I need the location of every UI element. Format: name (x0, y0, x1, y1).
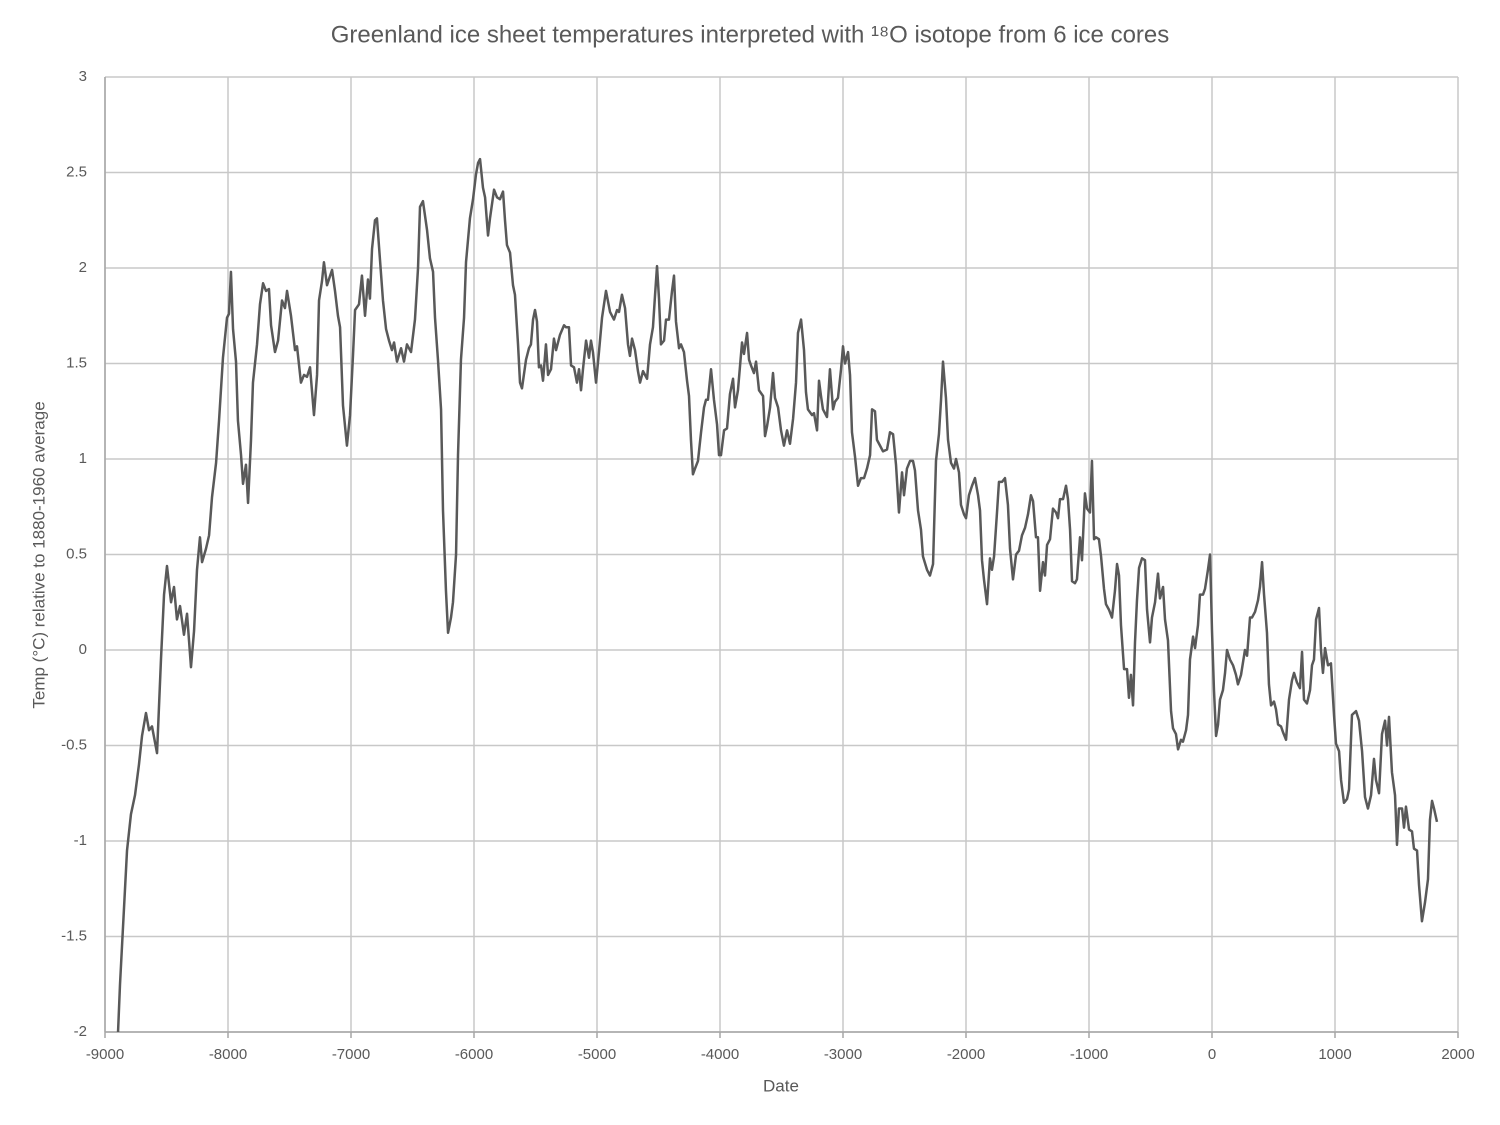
y-tick-label: -2 (74, 1023, 87, 1040)
y-tick-label: 0.5 (66, 545, 87, 562)
y-tick-label: 3 (79, 68, 87, 85)
x-tick-label: -1000 (1070, 1046, 1108, 1063)
x-tick-label: 0 (1208, 1046, 1216, 1063)
y-tick-label: 1.5 (66, 354, 87, 371)
y-tick-label: 2.5 (66, 163, 87, 180)
y-tick-label: 0 (79, 641, 87, 658)
y-tick-label: 1 (79, 450, 87, 467)
x-tick-label: -5000 (578, 1046, 616, 1063)
x-tick-label: -9000 (86, 1046, 124, 1063)
x-tick-label: -7000 (332, 1046, 370, 1063)
x-tick-label: -8000 (209, 1046, 247, 1063)
y-tick-label: -1 (74, 832, 87, 849)
data-line (116, 157, 1439, 1033)
x-tick-label: -2000 (947, 1046, 985, 1063)
x-axis-title: Date (763, 1076, 799, 1095)
y-tick-label: -1.5 (61, 927, 87, 944)
y-tick-label: 2 (79, 259, 87, 276)
x-tick-label: -3000 (824, 1046, 862, 1063)
chart-title: Greenland ice sheet temperatures interpr… (331, 21, 1170, 48)
y-axis-title: Temp (°C) relative to 1880-1960 average (29, 401, 48, 708)
x-tick-label: 1000 (1318, 1046, 1351, 1063)
x-tick-label: -4000 (701, 1046, 739, 1063)
y-tick-label: -0.5 (61, 736, 87, 753)
x-tick-label: 2000 (1441, 1046, 1474, 1063)
x-tick-label: -6000 (455, 1046, 493, 1063)
